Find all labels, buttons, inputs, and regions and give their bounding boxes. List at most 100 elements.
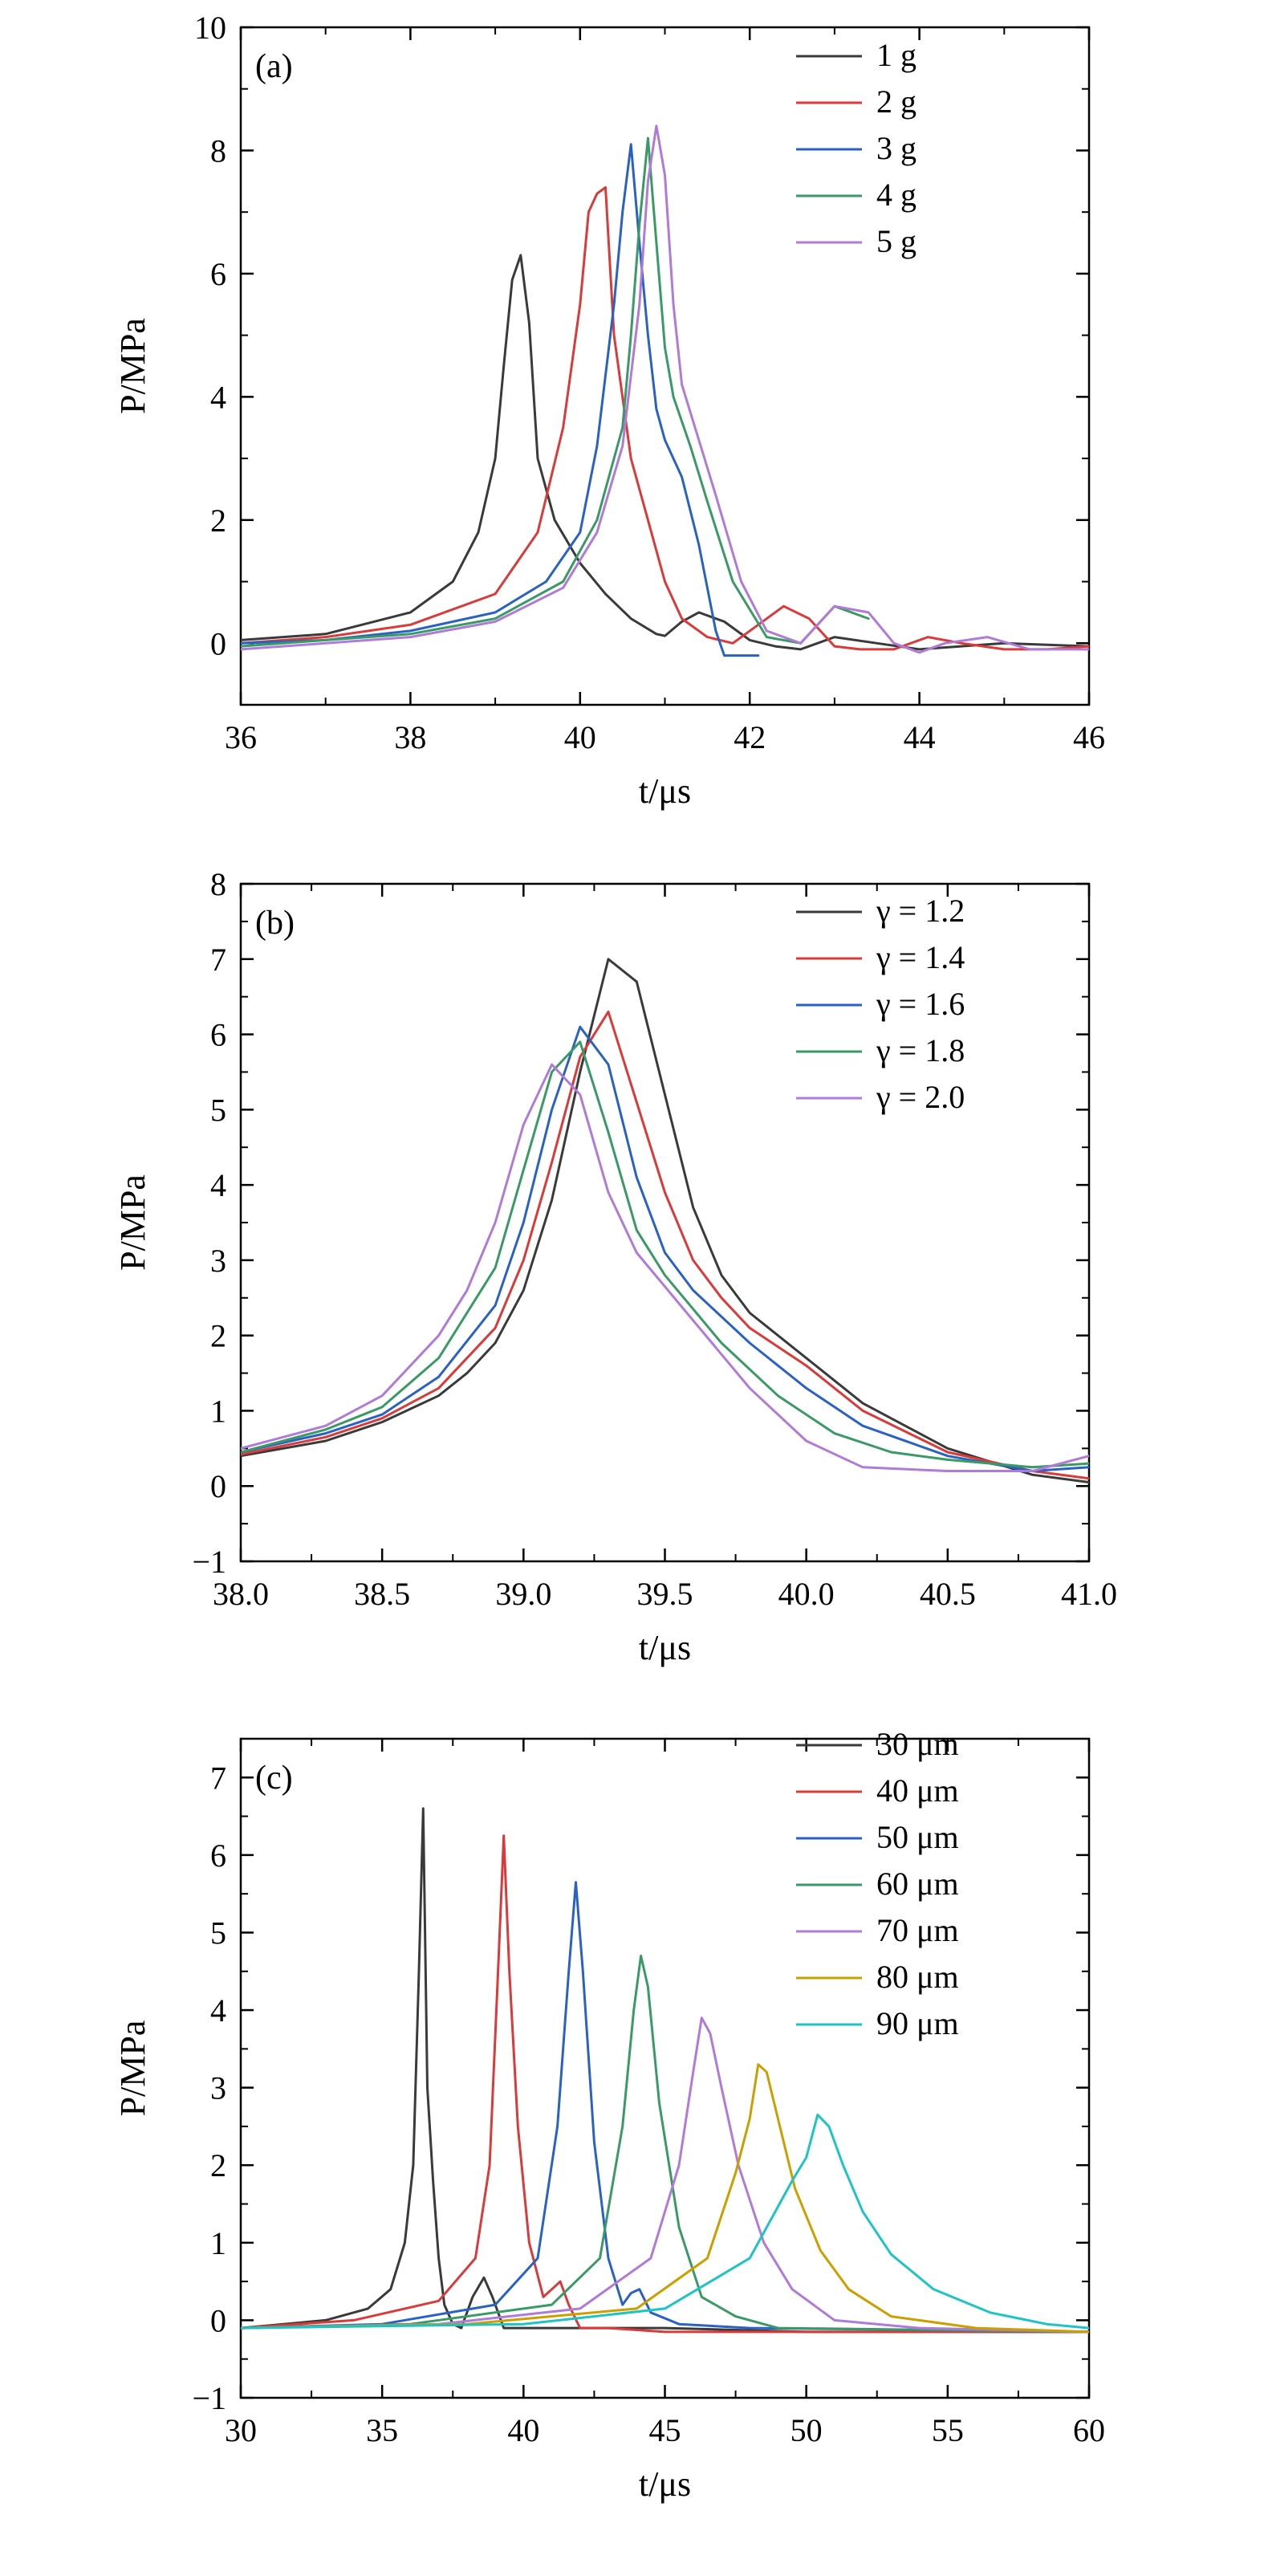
x-tick-label: 30 [225, 2412, 257, 2448]
y-tick-label: 5 [210, 1092, 226, 1128]
legend-label: 90 μm [876, 2005, 959, 2041]
y-axis-label: P/MPa [113, 1174, 152, 1271]
legend-label: γ = 1.4 [876, 939, 965, 975]
x-tick-label: 40 [564, 719, 596, 755]
legend-label: 50 μm [876, 1819, 959, 1855]
series-line-1 [241, 958, 1089, 1483]
series-line-2 [241, 186, 1089, 651]
series-line-3 [241, 1881, 1089, 2334]
x-tick-label: 40 [507, 2412, 539, 2448]
y-tick-label: 0 [210, 1468, 226, 1504]
series-line-4 [241, 136, 870, 648]
y-tick-label: 2 [210, 2147, 226, 2183]
legend-label: 5 g [876, 223, 917, 259]
series-line-6 [241, 2063, 1089, 2334]
y-tick-label: 1 [210, 2225, 226, 2261]
panel-label: (c) [255, 1760, 293, 1797]
legend-label: 80 μm [876, 1959, 959, 1995]
legend-label: 1 g [876, 37, 917, 73]
x-tick-label: 55 [932, 2412, 964, 2448]
legend-label: 2 g [876, 83, 917, 120]
x-tick-label: 45 [649, 2412, 681, 2448]
y-tick-label: 3 [210, 2070, 226, 2106]
y-tick-label: 6 [210, 1837, 226, 1874]
x-axis-label: t/μs [639, 2464, 691, 2504]
series-line-7 [241, 2114, 1089, 2330]
legend-label: 60 μm [876, 1866, 959, 1902]
y-tick-label: 0 [210, 2302, 226, 2338]
y-tick-label: 3 [210, 1243, 226, 1279]
y-tick-label: −1 [192, 1544, 226, 1580]
y-tick-label: 2 [210, 503, 226, 539]
series-line-1 [241, 1807, 1089, 2334]
y-tick-label: 2 [210, 1318, 226, 1354]
y-tick-label: −1 [192, 2380, 226, 2416]
legend: 1 g 2 g 3 g 4 g 5 g [796, 37, 917, 259]
y-tick-label: 6 [210, 1017, 226, 1053]
legend-label: 4 g [876, 177, 917, 213]
y-tick-label: 0 [210, 625, 226, 661]
x-tick-label: 38.0 [213, 1576, 269, 1612]
legend-label: 70 μm [876, 1912, 959, 1948]
x-tick-label: 60 [1073, 2412, 1105, 2448]
x-tick-label: 38.5 [354, 1576, 410, 1612]
y-tick-label: 8 [210, 866, 226, 902]
x-tick-label: 35 [366, 2412, 398, 2448]
legend-label: γ = 1.6 [876, 986, 965, 1022]
x-tick-label: 50 [791, 2412, 823, 2448]
panel-label: (a) [255, 48, 293, 85]
y-tick-label: 7 [210, 942, 226, 978]
series-line-2 [241, 1010, 1089, 1480]
series-group [241, 124, 1089, 657]
x-tick-label: 41.0 [1061, 1576, 1117, 1612]
y-tick-label: 10 [194, 10, 226, 46]
x-tick-label: 39.0 [495, 1576, 551, 1612]
legend-label: γ = 1.2 [876, 893, 965, 929]
series-line-3 [241, 1025, 1089, 1472]
x-axis-label: t/μs [639, 771, 691, 811]
x-tick-label: 42 [734, 719, 766, 755]
y-tick-label: 4 [210, 1167, 226, 1203]
y-tick-label: 1 [210, 1393, 226, 1429]
x-tick-label: 44 [904, 719, 936, 755]
x-axis-label: t/μs [639, 1628, 691, 1667]
x-tick-label: 39.5 [637, 1576, 693, 1612]
series-line-3 [241, 143, 760, 657]
y-tick-label: 4 [210, 379, 226, 415]
plot-frame [239, 1737, 1091, 2399]
series-line-1 [241, 254, 1089, 651]
x-tick-label: 46 [1073, 719, 1105, 755]
y-tick-label: 6 [210, 256, 226, 292]
legend-label: γ = 2.0 [876, 1079, 965, 1115]
legend: 30 μm 40 μm 50 μm 60 μm 70 μm 80 μm 90 μm [796, 1726, 959, 2041]
series-line-5 [241, 2016, 1089, 2334]
plot-frame [239, 26, 1091, 706]
legend: γ = 1.2 γ = 1.4 γ = 1.6 γ = 1.8 γ = 2.0 [796, 893, 965, 1115]
x-tick-label: 40.0 [778, 1576, 835, 1612]
legend-label: 40 μm [876, 1772, 959, 1809]
legend-label: 3 g [876, 130, 917, 166]
y-tick-label: 8 [210, 132, 226, 169]
series-group [241, 1807, 1089, 2334]
legend-label: 30 μm [876, 1726, 959, 1762]
x-tick-label: 38 [394, 719, 426, 755]
y-axis-label: P/MPa [113, 318, 152, 414]
chart-panel-2: 38.0 38.5 39.0 39.5 40.0 40.5 41.0 −1 0 1 2 3 4 5 6 7 8 t… [113, 866, 1117, 1667]
series-line-2 [241, 1834, 1089, 2334]
panel-label: (b) [255, 905, 295, 942]
series-line-4 [241, 1954, 1089, 2334]
y-tick-label: 5 [210, 1915, 226, 1951]
series-line-5 [241, 1063, 1089, 1472]
x-tick-label: 36 [225, 719, 257, 755]
y-tick-label: 7 [210, 1760, 226, 1796]
series-line-5 [241, 124, 1089, 654]
x-tick-label: 40.5 [920, 1576, 976, 1612]
series-line-4 [241, 1040, 1089, 1469]
y-axis-label: P/MPa [113, 2021, 152, 2117]
y-tick-label: 4 [210, 1992, 226, 2029]
legend-label: γ = 1.8 [876, 1032, 965, 1068]
series-group [241, 958, 1089, 1483]
